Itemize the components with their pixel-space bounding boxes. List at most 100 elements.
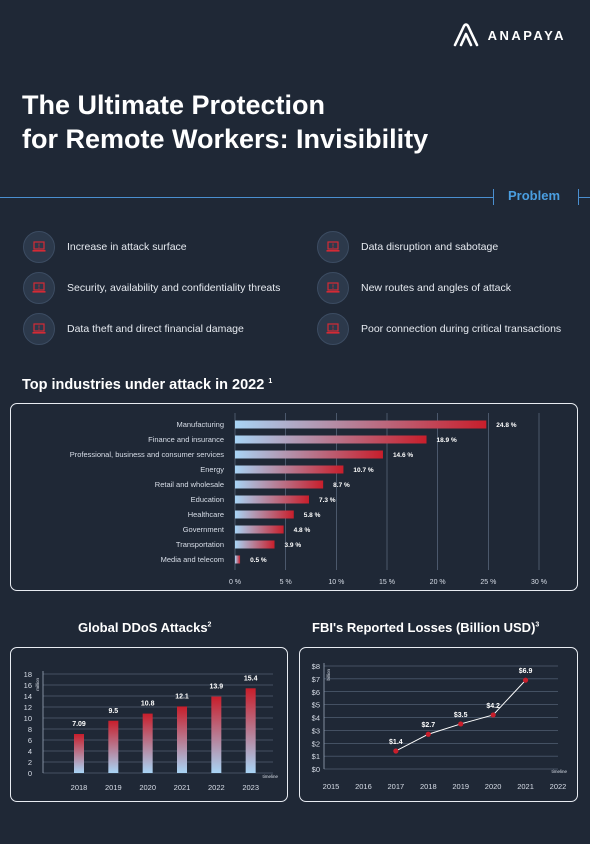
industries-chart-title: Top industries under attack in 2022 1 <box>22 377 272 393</box>
data-label: 18.9 % <box>437 437 457 444</box>
y-tick-label: $8 <box>312 662 320 671</box>
bar <box>235 495 309 504</box>
industries-bar-chart: 0 % 5 % 10 % 15 % 20 % 25 % 30 % Manufacturing 2… <box>70 413 547 586</box>
category-label: Education <box>191 495 224 504</box>
data-label: 5.8 % <box>304 512 321 519</box>
x-tick-label: 2023 <box>242 783 259 792</box>
data-point <box>458 721 464 727</box>
y-tick-label: $7 <box>312 675 320 684</box>
data-label: 8.7 % <box>333 482 350 489</box>
y-tick-label: 10 <box>24 714 32 723</box>
problem-divider <box>578 197 590 198</box>
bar <box>142 713 153 773</box>
x-tick-label: 2022 <box>208 783 225 792</box>
data-label: 14.6 % <box>393 452 413 459</box>
bar <box>74 734 84 773</box>
y-tick-label: 4 <box>28 747 32 756</box>
x-tick-label: 15 % <box>379 579 395 586</box>
x-tick-label: 2019 <box>105 783 122 792</box>
data-label: 12.1 <box>175 693 189 700</box>
x-tick-label: 2019 <box>452 782 469 791</box>
svg-text:!: ! <box>332 326 334 332</box>
y-tick-label: 0 <box>28 769 32 778</box>
y-tick-label: 14 <box>24 692 32 701</box>
category-label: Media and telecom <box>161 555 224 564</box>
industries-chart-panel: 0 % 5 % 10 % 15 % 20 % 25 % 30 % Manufacturing 2… <box>10 403 578 591</box>
y-tick-label: 16 <box>24 681 32 690</box>
footnote-marker: 3 <box>535 621 540 629</box>
problem-divider-tick <box>493 189 494 205</box>
x-tick-label: 2022 <box>550 782 567 791</box>
brand-logo: ANAPAYA <box>452 22 566 48</box>
ddos-chart-title: Global DDoS Attacks2 <box>78 620 211 635</box>
anapaya-logo-icon <box>453 23 478 47</box>
svg-text:!: ! <box>38 244 40 250</box>
y-axis-label: million <box>35 678 40 691</box>
data-label: 9.5 <box>108 708 118 715</box>
brand-name: ANAPAYA <box>487 27 566 43</box>
ddos-chart-panel: 0 2 4 6 8 10 12 14 16 18 million timeline 7.09 2018 9.… <box>10 647 288 802</box>
x-tick-label: 2021 <box>174 783 191 792</box>
bar <box>245 688 256 773</box>
category-label: Energy <box>200 465 224 474</box>
bar <box>108 720 119 773</box>
threat-item: ! Data theft and direct financial damage <box>23 313 244 345</box>
x-axis-label: timeline <box>551 769 567 774</box>
bar <box>235 435 427 444</box>
x-tick-label: 10 % <box>328 579 344 586</box>
data-label: $6.9 <box>519 668 533 675</box>
svg-text:!: ! <box>38 326 40 332</box>
y-tick-label: $6 <box>312 688 320 697</box>
page-title: The Ultimate Protection for Remote Worke… <box>22 88 428 156</box>
title-line-2: for Remote Workers: Invisibility <box>22 124 429 154</box>
threat-label: Data theft and direct financial damage <box>67 323 244 335</box>
y-tick-label: $3 <box>312 726 320 735</box>
category-label: Manufacturing <box>176 420 224 429</box>
title-line-1: The Ultimate Protection <box>22 90 326 120</box>
data-point <box>425 731 431 737</box>
data-label: 24.8 % <box>496 422 516 429</box>
category-label: Professional, business and consumer serv… <box>70 450 224 459</box>
x-tick-label: 2016 <box>355 782 372 791</box>
y-tick-label: 12 <box>24 703 32 712</box>
x-tick-label: 25 % <box>480 579 496 586</box>
chart-title-text: Global DDoS Attacks <box>78 620 208 635</box>
category-label: Finance and insurance <box>148 435 224 444</box>
threat-label: Security, availability and confidentiali… <box>67 282 281 294</box>
data-label: $3.5 <box>454 712 468 719</box>
problem-divider <box>0 197 494 198</box>
fbi-chart-title: FBI's Reported Losses (Billion USD)3 <box>312 620 539 635</box>
bar <box>235 420 487 429</box>
x-tick-label: 20 % <box>430 579 446 586</box>
data-label: 15.4 <box>244 675 258 682</box>
y-tick-label: 6 <box>28 736 32 745</box>
y-tick-label: 8 <box>28 725 32 734</box>
x-tick-label: 2020 <box>485 782 502 791</box>
fbi-chart-panel: $0 $1 $2 $3 $4 $5 $6 $7 $8 billion timeline 2015 201… <box>299 647 578 802</box>
threat-label: Increase in attack surface <box>67 241 187 253</box>
category-label: Retail and wholesale <box>155 480 224 489</box>
threat-item: ! Security, availability and confidentia… <box>23 272 280 304</box>
svg-text:!: ! <box>332 244 334 250</box>
bar <box>211 696 222 773</box>
bar <box>235 465 344 474</box>
y-tick-label: 18 <box>24 670 32 679</box>
chart-title-text: FBI's Reported Losses (Billion USD) <box>312 620 536 635</box>
data-label: $1.4 <box>389 739 403 746</box>
svg-text:!: ! <box>38 285 40 291</box>
bar <box>235 525 284 534</box>
data-label: 3.9 % <box>285 542 302 549</box>
y-tick-label: $2 <box>312 739 320 748</box>
y-tick-label: $0 <box>312 765 320 774</box>
x-axis-label: timeline <box>262 774 278 779</box>
chart-title-text: Top industries under attack in 2022 <box>22 377 265 393</box>
x-tick-label: 2015 <box>323 782 340 791</box>
data-point <box>522 677 529 683</box>
bar <box>235 480 324 489</box>
bar <box>235 540 275 549</box>
data-label: 4.8 % <box>294 527 311 534</box>
footnote-marker: 1 <box>268 378 273 386</box>
footnote-marker: 2 <box>207 621 212 629</box>
bar <box>235 510 294 519</box>
